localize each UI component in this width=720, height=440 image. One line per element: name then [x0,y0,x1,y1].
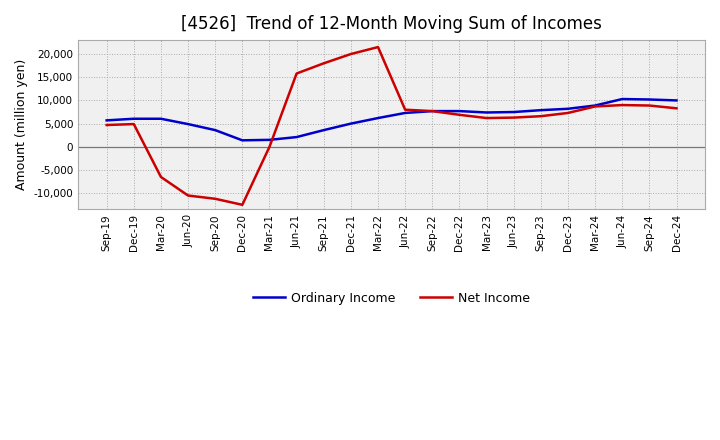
Legend: Ordinary Income, Net Income: Ordinary Income, Net Income [248,287,535,310]
Net Income [346,51,355,57]
Ordinary Income [184,121,192,127]
Net Income [509,115,518,120]
Title: [4526]  Trend of 12-Month Moving Sum of Incomes: [4526] Trend of 12-Month Moving Sum of I… [181,15,602,33]
Net Income [292,71,301,76]
Ordinary Income [455,108,464,114]
Net Income [618,103,626,108]
Net Income [401,107,410,112]
Net Income [102,122,111,128]
Net Income [428,108,436,114]
Net Income [374,44,382,50]
Net Income [564,110,572,116]
Net Income [238,202,247,207]
Net Income [130,121,138,127]
Ordinary Income [238,138,247,143]
Net Income [482,115,491,121]
Ordinary Income [428,108,436,114]
Ordinary Income [482,110,491,115]
Ordinary Income [157,116,166,121]
Ordinary Income [509,110,518,115]
Net Income [265,144,274,150]
Ordinary Income [618,96,626,102]
Net Income [672,106,681,111]
Ordinary Income [564,106,572,111]
Ordinary Income [130,116,138,121]
Ordinary Income [320,128,328,133]
Net Income [211,196,220,202]
Ordinary Income [645,97,654,102]
Net Income [157,174,166,180]
Net Income [591,104,600,109]
Net Income [320,61,328,66]
Line: Ordinary Income: Ordinary Income [107,99,677,140]
Net Income [184,193,192,198]
Ordinary Income [102,118,111,123]
Ordinary Income [211,128,220,133]
Ordinary Income [672,98,681,103]
Net Income [455,112,464,117]
Ordinary Income [374,115,382,121]
Net Income [536,114,545,119]
Ordinary Income [591,103,600,108]
Line: Net Income: Net Income [107,47,677,205]
Net Income [645,103,654,108]
Ordinary Income [292,135,301,140]
Ordinary Income [401,110,410,116]
Ordinary Income [265,137,274,143]
Y-axis label: Amount (million yen): Amount (million yen) [15,59,28,191]
Ordinary Income [346,121,355,126]
Ordinary Income [536,107,545,113]
